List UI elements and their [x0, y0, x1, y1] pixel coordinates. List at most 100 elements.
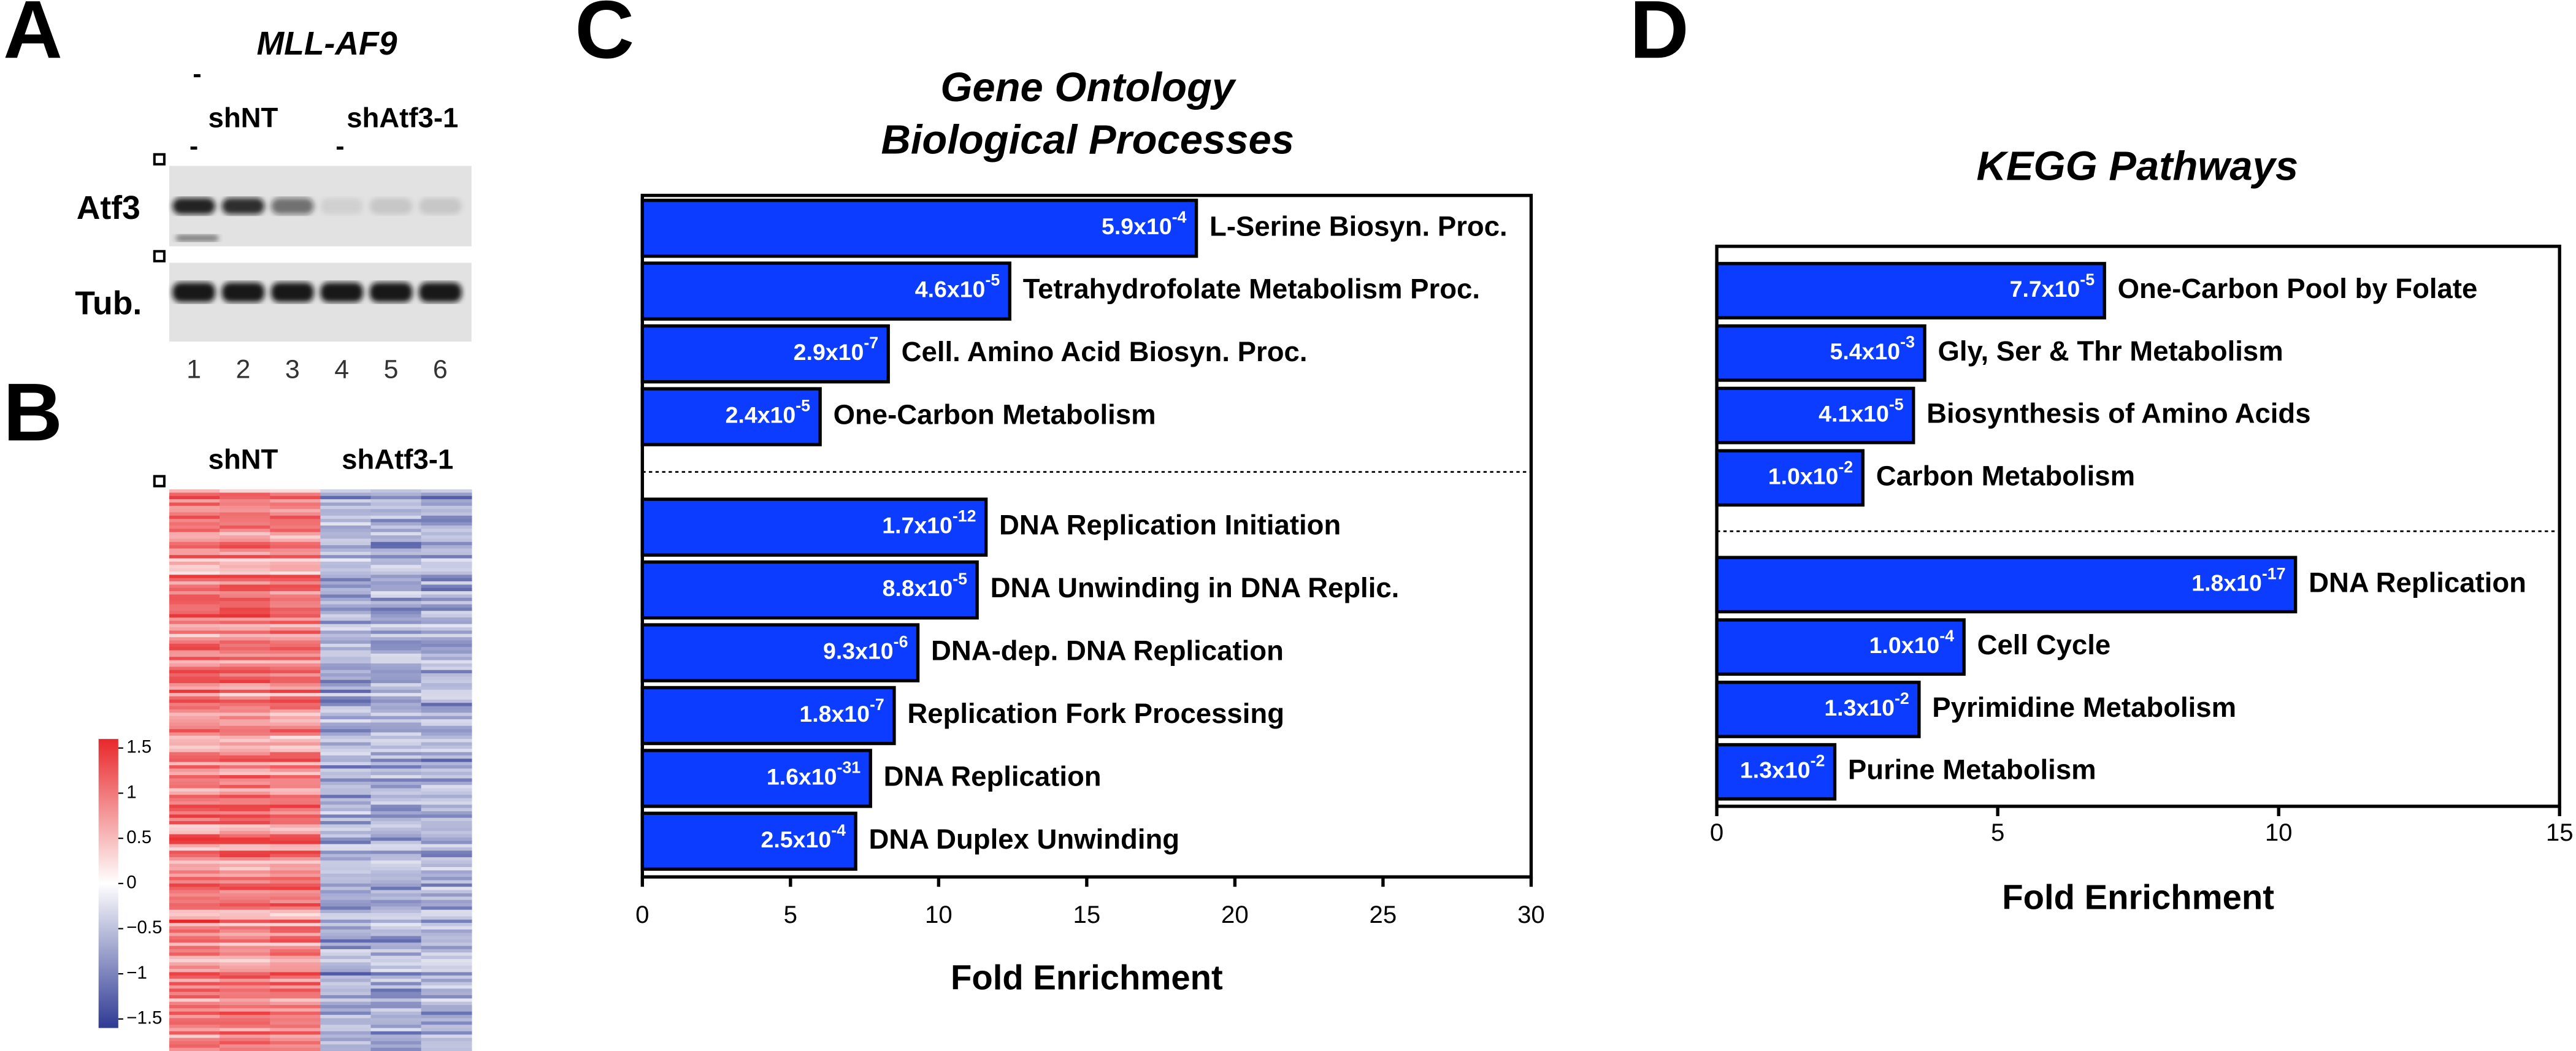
- heatmap-cell: [370, 1021, 422, 1025]
- heatmap-cell: [169, 1001, 220, 1006]
- heatmap-cell: [320, 551, 372, 556]
- heatmap-cell: [370, 955, 422, 960]
- p-value-exponent: -12: [953, 507, 976, 526]
- heatmap-cell: [370, 877, 422, 881]
- heatmap-cell: [370, 601, 422, 605]
- heatmap-cell: [169, 916, 220, 920]
- heatmap-cell: [320, 827, 372, 831]
- heatmap-cell: [421, 817, 472, 822]
- heatmap-cell: [421, 679, 472, 684]
- heatmap-cell: [320, 722, 372, 727]
- heatmap-cell: [270, 519, 321, 523]
- heatmap-cell: [320, 703, 372, 707]
- p-value-base: 1.6x10: [767, 763, 837, 789]
- heatmap-cell: [270, 709, 321, 714]
- heatmap-cell: [169, 887, 220, 891]
- heatmap-cell: [370, 633, 422, 638]
- heatmap-cell: [270, 749, 321, 753]
- heatmap-cell: [270, 811, 321, 816]
- heatmap-cell: [421, 689, 472, 694]
- heatmap-cell: [370, 515, 422, 520]
- heatmap-cell: [220, 673, 270, 678]
- category-label: DNA Replication: [2309, 567, 2526, 598]
- heatmap-cell: [220, 946, 270, 950]
- heatmap-cell: [320, 565, 372, 569]
- heatmap-cell: [370, 883, 422, 887]
- p-value-base: 5.9x10: [1102, 213, 1172, 239]
- heatmap-cell: [320, 765, 372, 770]
- heatmap-cell: [169, 903, 220, 908]
- heatmap-cell: [421, 1044, 472, 1049]
- heatmap-cell: [421, 998, 472, 1003]
- p-value-label: 9.3x10-6: [823, 633, 908, 664]
- heatmap-cell: [220, 548, 270, 552]
- heatmap-cell: [370, 890, 422, 894]
- heatmap-cell: [270, 1031, 321, 1036]
- heatmap-cell: [370, 752, 422, 756]
- heatmap-cell: [220, 811, 270, 816]
- heatmap-cell: [421, 1015, 472, 1019]
- blot-row-label: Tub.: [75, 285, 142, 321]
- heatmap-cell: [169, 933, 220, 937]
- heatmap-cell: [320, 696, 372, 700]
- heatmap-cell: [220, 663, 270, 668]
- heatmap-cell: [421, 526, 472, 530]
- heatmap-cell: [421, 633, 472, 638]
- heatmap-cell: [320, 887, 372, 891]
- heatmap-cell: [421, 676, 472, 681]
- heatmap-cell: [421, 804, 472, 809]
- heatmap-cell: [270, 903, 321, 908]
- heatmap-cell: [421, 627, 472, 632]
- heatmap-cell: [270, 1028, 321, 1032]
- heatmap-cell: [421, 532, 472, 536]
- heatmap-cell: [421, 495, 472, 500]
- heatmap-cell: [421, 926, 472, 930]
- x-tick-label: 5: [1991, 819, 2004, 846]
- corner-mark: [153, 153, 166, 166]
- heatmap-cell: [270, 1018, 321, 1022]
- heatmap-cell: [421, 827, 472, 831]
- heatmap-cell: [220, 1015, 270, 1019]
- heatmap-cell: [220, 502, 270, 506]
- bar: [640, 497, 988, 557]
- heatmap-cell: [421, 965, 472, 969]
- heatmap-cell: [370, 942, 422, 947]
- heatmap-cell: [169, 499, 220, 503]
- heatmap-cell: [270, 863, 321, 868]
- heatmap-cell: [421, 844, 472, 848]
- bar: [1715, 556, 2298, 614]
- p-value-label: 5.4x10-3: [1830, 333, 1915, 364]
- heatmap-cell: [320, 801, 372, 806]
- heatmap-cell: [320, 936, 372, 940]
- heatmap-cell: [320, 992, 372, 996]
- heatmap-cell: [270, 877, 321, 881]
- blot-dash: -: [335, 131, 344, 161]
- heatmap-cell: [270, 558, 321, 562]
- heatmap-cell: [270, 541, 321, 546]
- heatmap-cell: [370, 604, 422, 608]
- heatmap-cell: [270, 962, 321, 966]
- heatmap-cell: [169, 548, 220, 552]
- heatmap-cell: [270, 985, 321, 990]
- heatmap-cell: [421, 929, 472, 933]
- heatmap-cell: [270, 581, 321, 586]
- category-label: DNA Replication Initiation: [999, 510, 1341, 541]
- heatmap-cell: [220, 561, 270, 566]
- heatmap-cell: [220, 771, 270, 776]
- heatmap-cell: [220, 903, 270, 908]
- heatmap-cell: [320, 633, 372, 638]
- heatmap-cell: [421, 499, 472, 503]
- heatmap-cell: [370, 1011, 422, 1015]
- heatmap-cell: [320, 502, 372, 506]
- x-tick-label: 0: [1710, 819, 1723, 846]
- heatmap-cell: [421, 916, 472, 920]
- heatmap-cell: [169, 1031, 220, 1036]
- heatmap-cell: [220, 696, 270, 700]
- heatmap-cell: [220, 860, 270, 865]
- heatmap-cell: [270, 495, 321, 500]
- heatmap-cell: [370, 992, 422, 996]
- p-value-base: 1.7x10: [882, 513, 953, 538]
- heatmap-cell: [220, 604, 270, 608]
- heatmap-cell: [320, 532, 372, 536]
- heatmap-cell: [270, 742, 321, 746]
